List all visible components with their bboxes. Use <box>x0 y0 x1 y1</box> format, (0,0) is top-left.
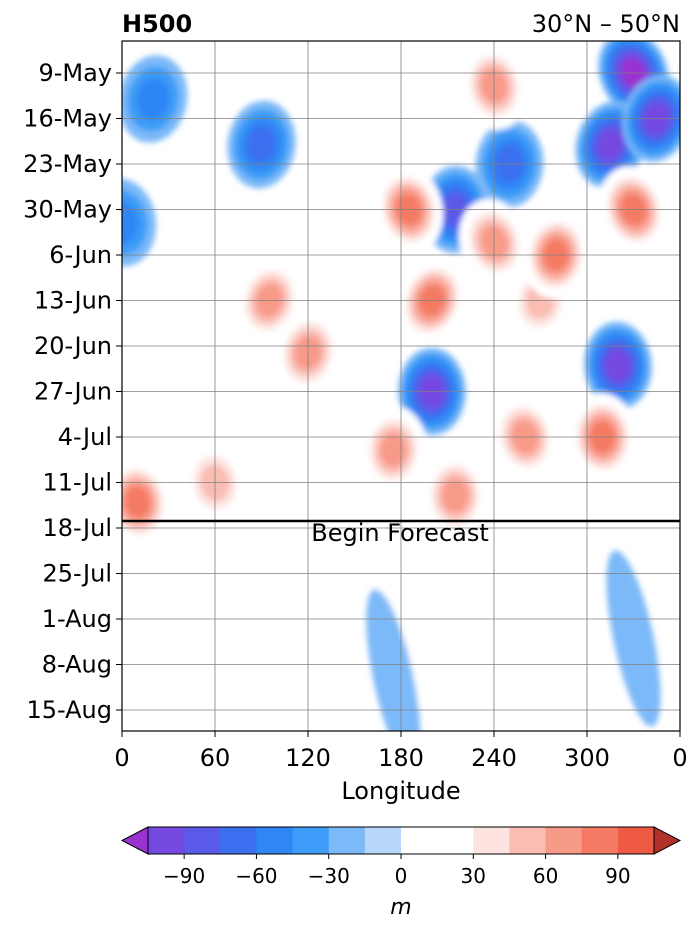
colorbar-bin <box>581 827 619 854</box>
grid-lines <box>121 41 681 731</box>
anomaly-blob <box>421 451 490 540</box>
begin-forecast-label: Begin Forecast <box>311 519 489 547</box>
colorbar-tick-label: 0 <box>395 864 408 888</box>
anomaly-blob <box>366 589 421 731</box>
colorbar-bin <box>509 827 547 854</box>
colorbar-bin <box>473 827 510 854</box>
y-tick-label: 15-Aug <box>26 696 112 724</box>
y-tick-label: 30-May <box>23 196 112 224</box>
anomaly-contour <box>246 126 277 163</box>
anomaly-blob <box>606 550 661 727</box>
colorbar-label: m <box>390 895 411 920</box>
colorbar-bin <box>437 827 474 854</box>
anomaly-contour <box>125 486 150 518</box>
y-tick-label: 20-Jun <box>34 332 112 360</box>
y-tick-label: 27-Jun <box>34 378 112 406</box>
y-tick-label: 11-Jul <box>43 469 113 497</box>
y-tick-label: 16-May <box>23 105 112 133</box>
y-tick-label: 8-Aug <box>42 651 112 679</box>
y-tick-label: 25-Jul <box>43 560 113 588</box>
colorbar-bin <box>184 827 221 854</box>
y-tick-label: 6-Jun <box>49 241 112 269</box>
y-axis: 9-May 16-May 23-May 30-May 6-Jun 13-Jun 20-Jun… <box>23 59 122 724</box>
x-tick-label: 0 <box>672 744 687 772</box>
chart-title-right: 30°N – 50°N <box>532 10 680 38</box>
anomaly-contour <box>380 433 407 467</box>
colorbar-tick-label: 90 <box>605 864 630 888</box>
y-tick-label: 4-Jul <box>58 423 112 451</box>
x-tick-label: 0 <box>114 744 129 772</box>
y-tick-label: 23-May <box>23 150 112 178</box>
colorbar-bin <box>364 827 402 854</box>
x-tick-label: 180 <box>378 744 424 772</box>
anomaly-contour <box>122 189 148 256</box>
colorbar: −90 −60 −30 0 30 60 90 <box>120 826 682 888</box>
colorbar-tick-label: −30 <box>308 864 350 888</box>
anomaly-blob <box>396 257 468 344</box>
colorbar-bin <box>256 827 294 854</box>
colorbar-bin <box>148 827 185 854</box>
plot-area: Begin Forecast <box>121 40 681 732</box>
colorbar-tick-label: 60 <box>533 864 558 888</box>
y-tick-label: 9-May <box>38 59 112 87</box>
anomaly-blob <box>122 55 188 143</box>
x-tick-label: 120 <box>285 744 331 772</box>
chart-title-left: H500 <box>122 10 192 38</box>
y-tick-label: 18-Jul <box>43 514 113 542</box>
anomaly-contour <box>597 129 623 160</box>
anomaly-blob <box>575 101 646 188</box>
colorbar-bin <box>328 827 366 854</box>
anomaly-contour <box>442 478 469 513</box>
colorbar-tick-label: −90 <box>163 864 205 888</box>
y-tick-label: 13-Jun <box>34 287 112 315</box>
x-tick-label: 300 <box>564 744 610 772</box>
anomaly-contour <box>606 550 661 727</box>
colorbar-bin <box>401 827 438 854</box>
y-tick-label: 1-Aug <box>42 605 112 633</box>
colorbar-tick-label: −60 <box>235 864 277 888</box>
x-tick-label: 240 <box>471 744 517 772</box>
x-axis-label: Longitude <box>341 777 460 805</box>
anomaly-blob <box>227 100 296 189</box>
x-tick-label: 60 <box>200 744 231 772</box>
anomaly-contour <box>366 589 421 731</box>
colorbar-extend-high <box>653 826 682 855</box>
x-axis: 0 60 120 180 240 300 0 <box>114 731 688 772</box>
anomaly-blob <box>359 406 428 494</box>
colorbar-bin <box>545 827 583 854</box>
anomaly-contour <box>136 77 170 121</box>
colorbar-extend-low <box>120 826 149 855</box>
anomaly-contour <box>605 349 631 382</box>
colorbar-bin <box>617 827 655 854</box>
colorbar-tick-label: 30 <box>461 864 486 888</box>
colorbar-bin <box>220 827 257 854</box>
colorbar-bin <box>292 827 330 854</box>
